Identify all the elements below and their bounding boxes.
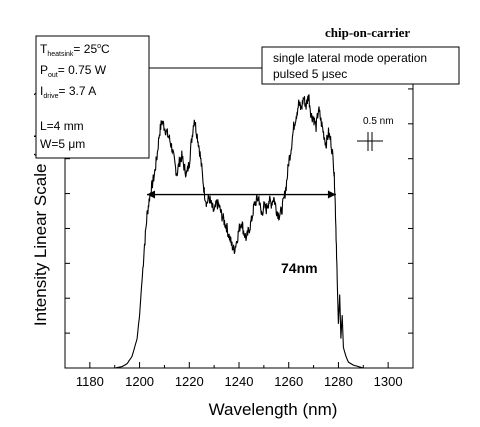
- x-tick-label: 1280: [324, 374, 353, 389]
- x-tick-label: 1240: [225, 374, 254, 389]
- param-power: Pout= 0.75 W: [40, 63, 107, 79]
- resolution-label: 0.5 nm: [363, 116, 394, 127]
- width-arrow-head-right: [327, 190, 336, 199]
- x-axis-label: Wavelength (nm): [209, 400, 338, 419]
- parameters-box: Theatsink= 25oC Pout= 0.75 W Idrive= 3.7…: [35, 35, 150, 159]
- spectral-width-label: 74nm: [281, 260, 318, 276]
- spectral-width-arrow: [147, 190, 336, 199]
- resolution-marker: [357, 132, 383, 151]
- x-tick-label: 1180: [76, 374, 104, 389]
- x-tick-label: 1200: [125, 374, 154, 389]
- width-arrow-head-left: [147, 190, 156, 199]
- x-tick-label: 1300: [374, 374, 403, 389]
- param-length: L=4 mm: [40, 119, 84, 133]
- chart-title: chip-on-carrier: [325, 25, 410, 40]
- param-temperature: Theatsink= 25oC: [40, 42, 110, 58]
- spectrum-series-line: [114, 94, 364, 369]
- param-current: Idrive= 3.7 A: [40, 84, 96, 100]
- param-width: W=5 μm: [40, 137, 85, 151]
- x-axis-ticks: 1180 1200 1220 1240 1260 1280 1300: [64, 362, 414, 389]
- mode-line-2: pulsed 5 μsec: [273, 67, 347, 81]
- mode-line-1: single lateral mode operation: [273, 51, 427, 65]
- x-tick-label: 1220: [175, 374, 204, 389]
- mode-info-box: single lateral mode operation pulsed 5 μ…: [261, 46, 460, 85]
- x-tick-label: 1260: [274, 374, 303, 389]
